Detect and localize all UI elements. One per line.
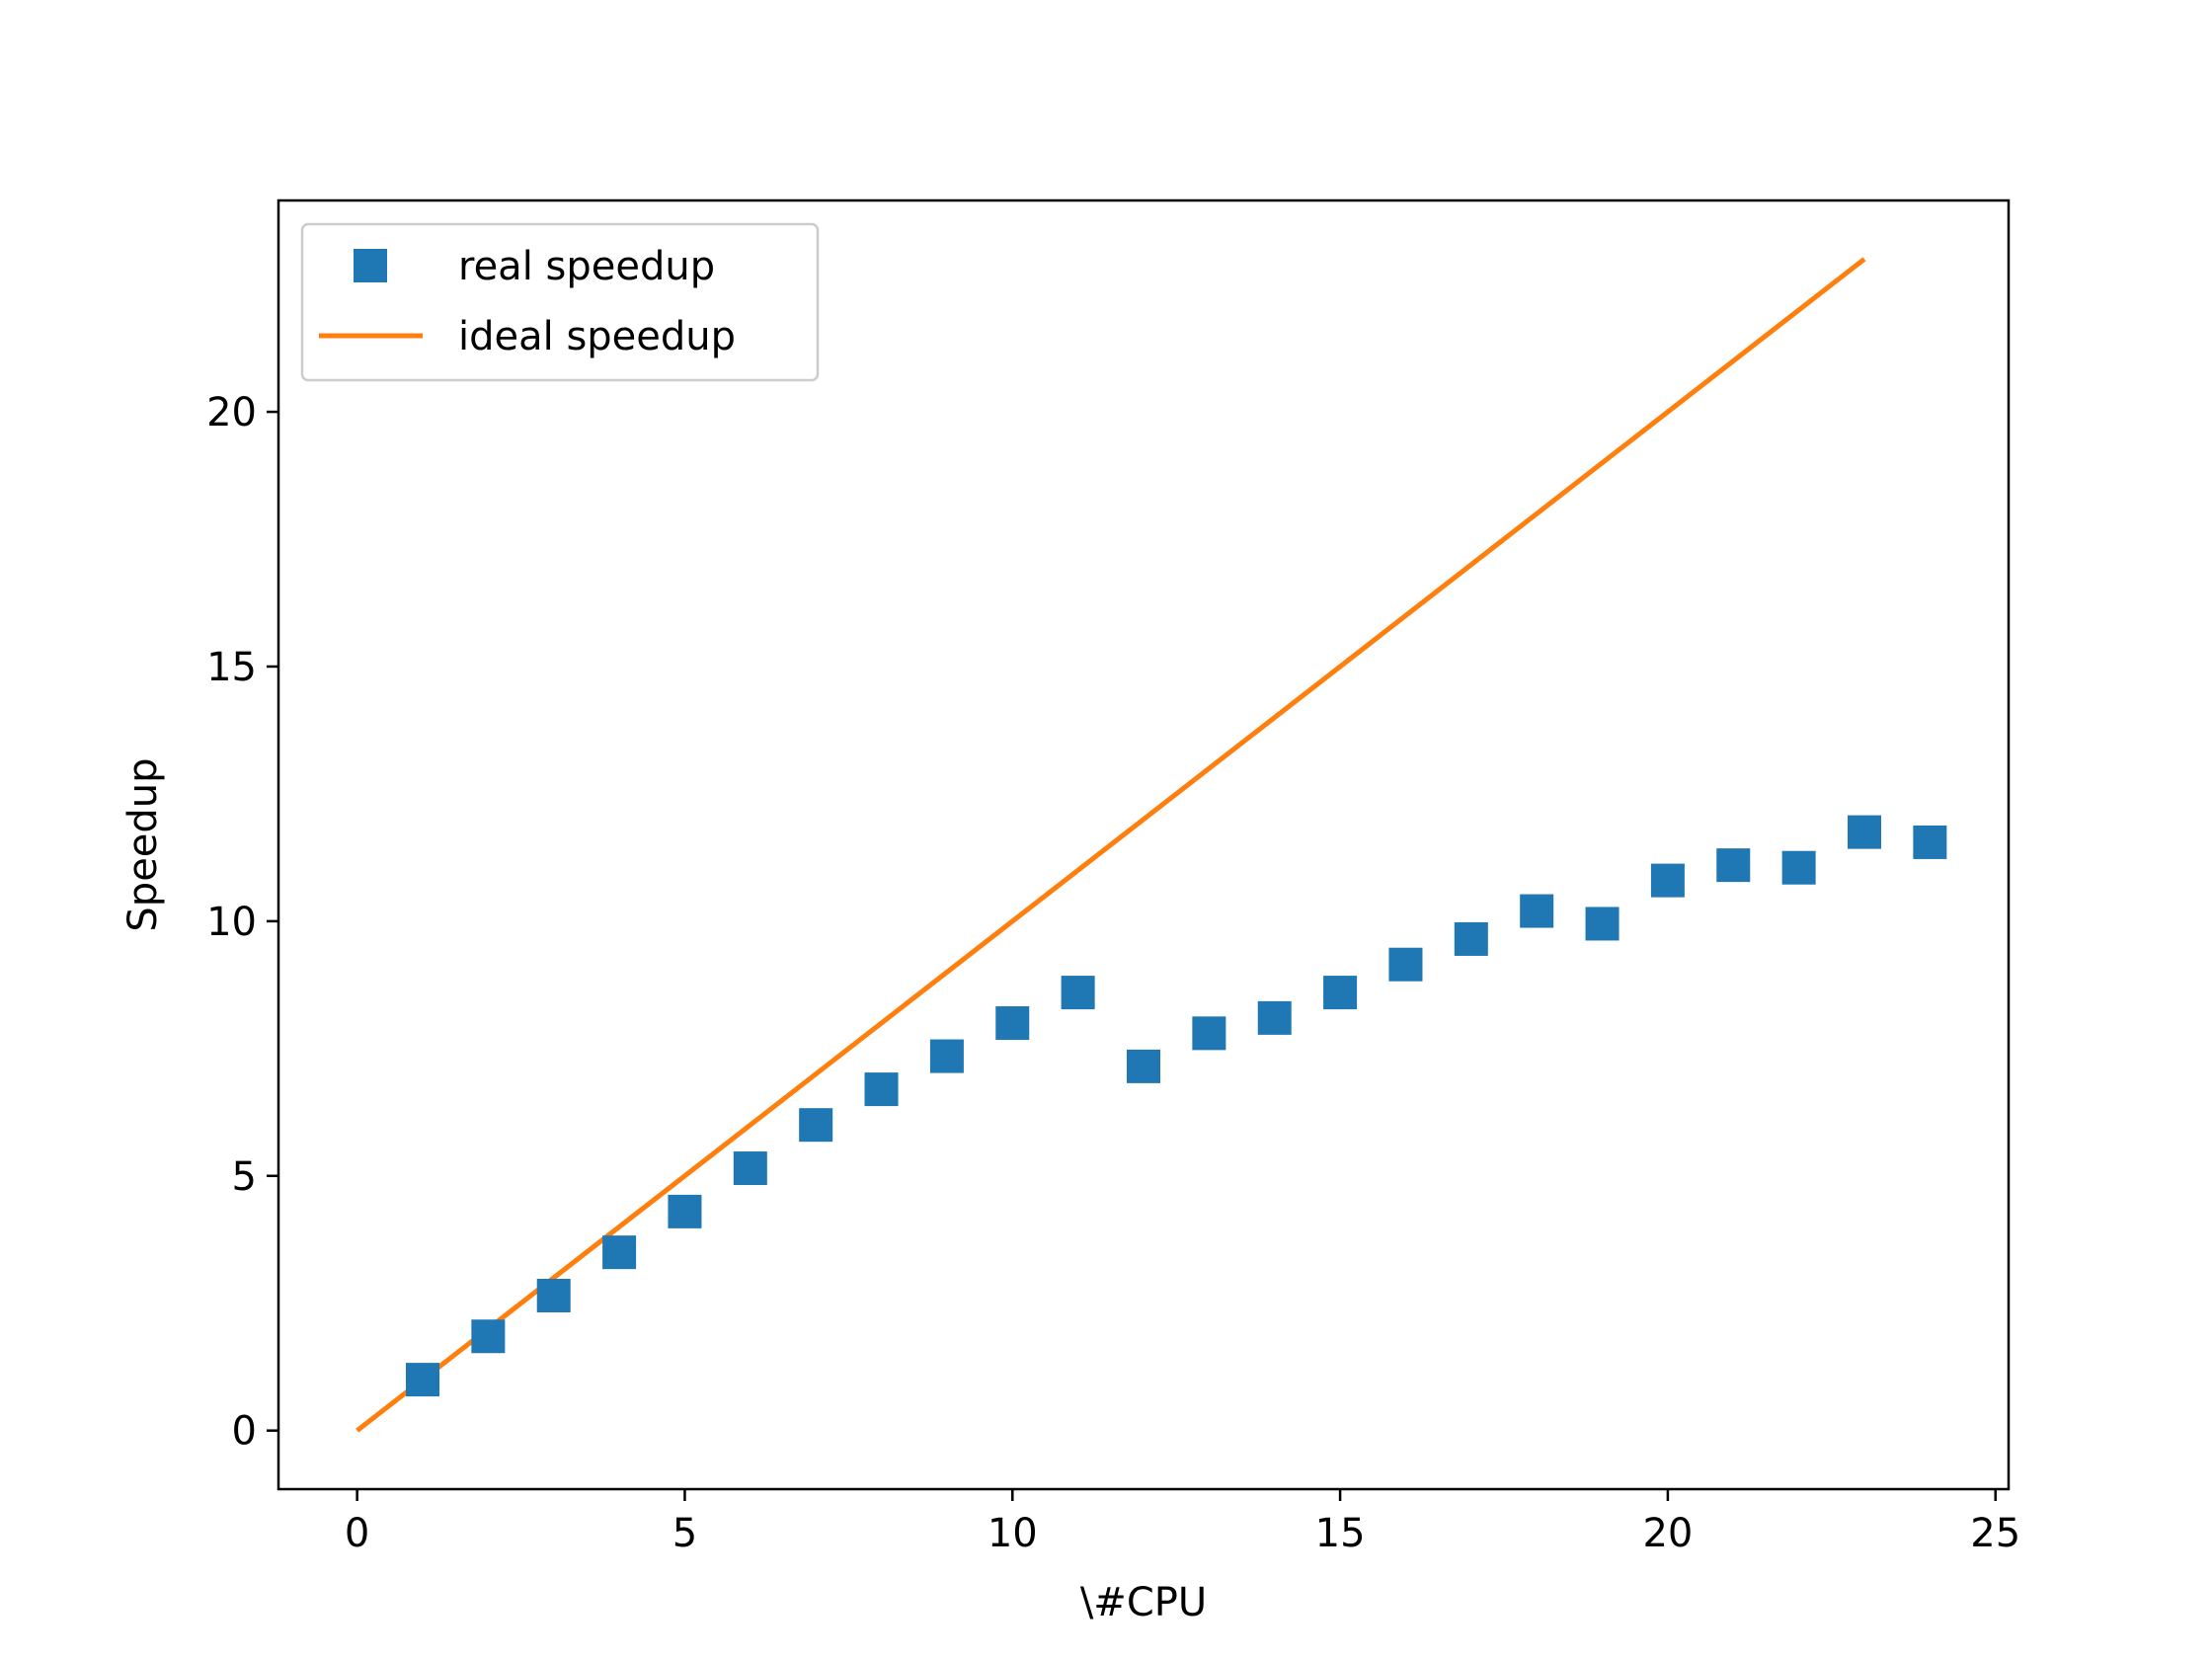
real-speedup-point bbox=[1323, 976, 1358, 1010]
x-tick-label: 0 bbox=[345, 1511, 369, 1556]
y-tick-label: 5 bbox=[232, 1154, 257, 1200]
real-speedup-point bbox=[471, 1319, 506, 1354]
real-speedup-point bbox=[1650, 863, 1685, 898]
real-speedup-point bbox=[602, 1235, 637, 1270]
y-tick-label: 15 bbox=[206, 645, 257, 690]
axes-frame bbox=[276, 198, 2011, 1491]
real-speedup-point bbox=[1388, 947, 1423, 982]
x-tick-label: 20 bbox=[1642, 1511, 1693, 1556]
real-speedup-point bbox=[1127, 1049, 1160, 1083]
real-speedup-point bbox=[1781, 850, 1816, 885]
real-speedup-point bbox=[1848, 815, 1881, 849]
real-speedup-point bbox=[864, 1072, 899, 1107]
real-speedup-point bbox=[1061, 976, 1095, 1010]
axis-ticks: 0 5 10 15 20 25 0 5 10 15 20 bbox=[206, 390, 2020, 1556]
x-tick-label: 5 bbox=[672, 1511, 697, 1556]
y-axis-label: Speedup bbox=[120, 757, 166, 931]
x-tick-label: 25 bbox=[1970, 1511, 2020, 1556]
real-speedup-point bbox=[1585, 907, 1620, 941]
real-speedup-point bbox=[799, 1108, 833, 1143]
y-tick-label: 10 bbox=[206, 900, 257, 945]
y-tick-label: 20 bbox=[206, 390, 257, 435]
real-speedup-point bbox=[733, 1151, 767, 1186]
legend-label-real-speedup: real speedup bbox=[458, 244, 715, 289]
legend-box bbox=[300, 222, 820, 382]
real-speedup-point bbox=[668, 1194, 702, 1228]
y-tick-label: 0 bbox=[232, 1409, 257, 1455]
real-speedup-point bbox=[1716, 848, 1751, 883]
real-speedup-point bbox=[1913, 825, 1947, 859]
real-speedup-point bbox=[406, 1363, 439, 1397]
real-speedup-point bbox=[1192, 1016, 1226, 1051]
ideal-speedup-line bbox=[356, 257, 1866, 1433]
x-axis-label: \#CPU bbox=[1080, 1580, 1207, 1625]
legend-marker-real-speedup bbox=[354, 249, 387, 282]
real-speedup-point bbox=[1520, 894, 1554, 928]
real-speedup-point bbox=[995, 1006, 1030, 1041]
legend-label-ideal-speedup: ideal speedup bbox=[458, 314, 736, 359]
x-tick-label: 15 bbox=[1315, 1511, 1366, 1556]
legend: real speedup ideal speedup bbox=[300, 222, 820, 382]
real-speedup-point bbox=[536, 1278, 571, 1312]
real-speedup-point bbox=[1257, 1000, 1292, 1035]
real-speedup-point bbox=[1454, 921, 1488, 956]
real-speedup-point bbox=[929, 1039, 964, 1073]
plot-area bbox=[356, 257, 1947, 1433]
x-tick-label: 10 bbox=[988, 1511, 1038, 1556]
